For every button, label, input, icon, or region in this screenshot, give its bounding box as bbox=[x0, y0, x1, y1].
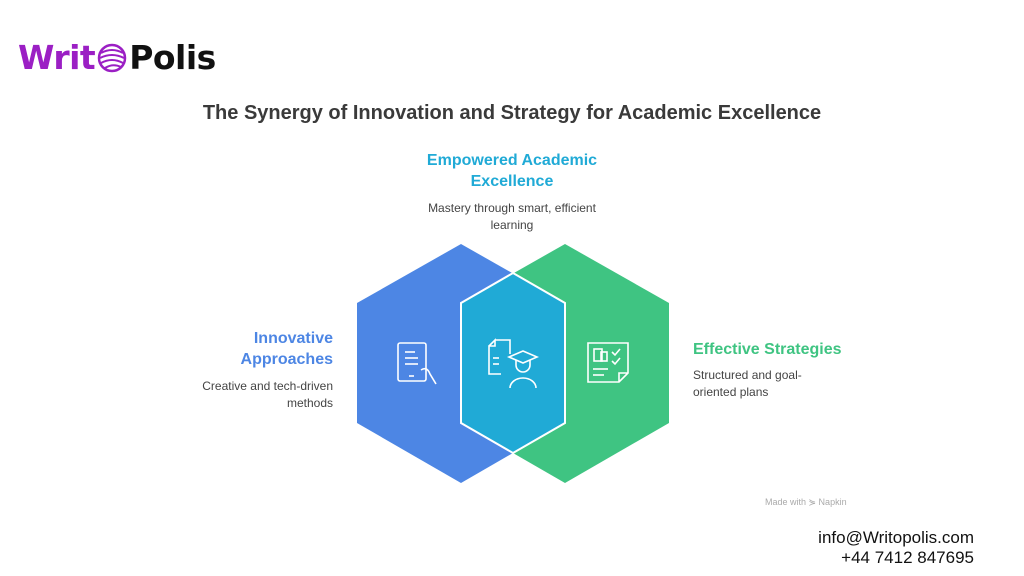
top-heading: Empowered Academic Excellence bbox=[426, 152, 598, 190]
diagram-title: The Synergy of Innovation and Strategy f… bbox=[202, 102, 822, 124]
left-description: Creative and tech-driven methods bbox=[202, 379, 333, 410]
document-graduate-icon bbox=[488, 338, 540, 389]
left-heading: Innovative Approaches bbox=[240, 330, 333, 368]
logo: Writ Polis bbox=[18, 38, 216, 77]
right-heading: Effective Strategies bbox=[693, 341, 842, 358]
globe-icon bbox=[97, 43, 127, 72]
center-hexagon bbox=[460, 271, 566, 455]
top-description: Mastery through smart, efficient learnin… bbox=[428, 201, 596, 232]
contact-email: info@Writopolis.com bbox=[818, 528, 974, 547]
contact-info: info@Writopolis.com +44 7412 847695 bbox=[818, 528, 974, 568]
tablet-hand-icon bbox=[397, 342, 437, 385]
napkin-watermark: Made with ⋟ Napkin bbox=[765, 497, 847, 507]
checklist-icon bbox=[587, 342, 629, 383]
right-description: Structured and goal-oriented plans bbox=[693, 368, 802, 399]
contact-phone: +44 7412 847695 bbox=[841, 548, 974, 567]
